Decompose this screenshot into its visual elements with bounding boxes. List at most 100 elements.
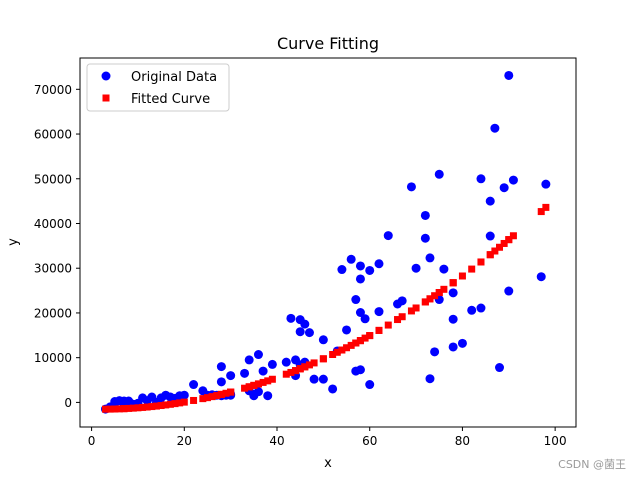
x-tick-label: 100 [544, 434, 567, 448]
fitted-curve-point [111, 405, 119, 413]
x-tick-label: 40 [269, 434, 284, 448]
fitted-curve-point [245, 383, 253, 391]
plot-frame [79, 57, 577, 428]
original-data-point [179, 390, 189, 400]
original-data-point [355, 261, 365, 271]
original-data-point [508, 175, 518, 185]
original-data-point [485, 196, 495, 206]
original-data-point [318, 374, 328, 384]
original-data-point [304, 328, 314, 338]
fitted-curve-point [486, 251, 494, 259]
original-data-point [267, 359, 277, 369]
fitted-curve-point [542, 203, 550, 211]
fitted-curve-point [310, 359, 318, 367]
fitted-curve-point [254, 380, 262, 388]
legend-fitted-label: Fitted Curve [131, 92, 210, 107]
fitted-curve-point [398, 313, 406, 321]
original-data-point [226, 371, 236, 381]
original-data-point [448, 288, 458, 298]
original-data-point [295, 327, 305, 337]
fitted-curve-point [496, 243, 504, 251]
original-data-point [430, 347, 440, 357]
original-data-point [485, 231, 495, 241]
fitted-curve-point [199, 395, 207, 403]
fitted-curve-point [134, 404, 142, 412]
fitted-curve-point [500, 239, 508, 247]
original-data-point [434, 169, 444, 179]
original-data-point [337, 265, 347, 275]
original-data-point [448, 314, 458, 324]
x-tick-label: 80 [455, 434, 470, 448]
fitted-curve-point [259, 378, 267, 386]
y-tick-label: 40000 [34, 217, 72, 231]
original-data-point [406, 182, 416, 192]
fitted-curve-point [143, 403, 151, 411]
original-data-point [309, 374, 319, 384]
original-data-point [490, 123, 500, 133]
original-data-point [240, 368, 250, 378]
original-data-point [425, 374, 435, 384]
fitted-curve-point [139, 403, 147, 411]
original-data-point [253, 350, 263, 360]
original-data-point [425, 253, 435, 263]
fitted-curve-point [347, 341, 355, 349]
legend-original-label: Original Data [131, 70, 217, 85]
fitted-curve-point [301, 363, 309, 371]
fitted-curve-point [384, 321, 392, 329]
original-data-point [374, 259, 384, 269]
legend-fitted-marker [102, 94, 110, 102]
fitted-curve-point [157, 402, 165, 410]
fitted-curve-point [101, 405, 109, 413]
fitted-curve-point [319, 355, 327, 363]
original-data-point [383, 231, 393, 241]
legend-original-marker [101, 71, 111, 81]
original-data-point [541, 179, 551, 189]
fitted-curve-point [305, 361, 313, 369]
original-data-point [281, 357, 291, 367]
fitted-curve-point [296, 365, 304, 373]
fitted-curve-point [505, 236, 513, 244]
fitted-curve-point [213, 392, 221, 400]
original-data-point [351, 295, 361, 305]
fitted-curve-point [287, 368, 295, 376]
legend-box [86, 63, 230, 112]
fitted-curve-point [129, 404, 137, 412]
fitted-curve-point [435, 289, 443, 297]
fitted-curve-point [241, 384, 249, 392]
y-tick-label: 20000 [34, 306, 72, 320]
fitted-curve-point [176, 399, 184, 407]
original-data-point [448, 342, 458, 352]
fitted-curve-point [125, 404, 133, 412]
x-tick-label: 60 [362, 434, 377, 448]
original-data-point [499, 183, 509, 193]
fitted-curve-point [120, 405, 128, 413]
fitted-curve-point [477, 258, 485, 266]
original-data-point [189, 380, 199, 390]
original-data-point [397, 296, 407, 306]
fitted-curve-point [412, 304, 420, 312]
fitted-curve-point [458, 272, 466, 280]
fitted-curve-point [148, 403, 156, 411]
original-data-point [244, 355, 254, 365]
fitted-curve-point [352, 339, 360, 347]
original-data-point [355, 274, 365, 284]
original-data-point [420, 210, 430, 220]
original-data-point [504, 70, 514, 80]
fitted-curve-point [366, 332, 374, 340]
x-axis-label: x [324, 456, 332, 471]
original-data-point [258, 366, 268, 376]
original-data-point [355, 307, 365, 317]
fitted-curve-point [292, 367, 300, 375]
x-axis: 0 20 40 60 80 100 [88, 427, 567, 448]
fitted-curve-point [203, 394, 211, 402]
fitted-curve-point [329, 350, 337, 358]
original-data-point [365, 380, 375, 390]
fitted-curve-point [190, 396, 198, 404]
fitted-curve-point [222, 389, 230, 397]
fitted-curve-point [468, 265, 476, 273]
fitted-curve-point [115, 405, 123, 413]
fitted-curve-point [171, 400, 179, 408]
fitted-curve-point [268, 375, 276, 383]
legend: Original Data Fitted Curve [86, 63, 230, 112]
